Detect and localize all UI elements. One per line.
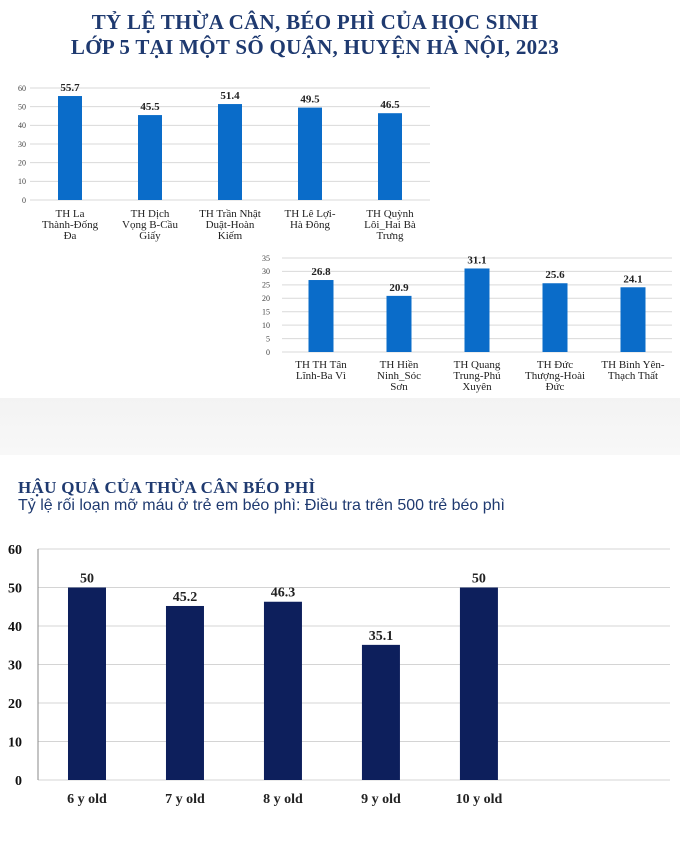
data-label: 49.5 — [300, 94, 320, 106]
data-label: 50 — [80, 572, 94, 587]
y-tick-label: 0 — [266, 348, 270, 357]
x-tick-label: 6 y old — [67, 792, 107, 807]
bar — [298, 107, 322, 200]
data-label: 51.4 — [220, 90, 240, 102]
data-label: 24.1 — [623, 273, 642, 285]
y-tick-label: 10 — [262, 321, 270, 330]
data-label: 46.5 — [380, 99, 400, 111]
data-label: 45.2 — [173, 590, 198, 605]
x-tick-label: TH Bình Yên- — [601, 359, 664, 371]
x-tick-label: TH Lê Lợi- — [284, 208, 335, 220]
section-title: HẬU QUẢ CỦA THỪA CÂN BÉO PHÌ — [18, 478, 316, 497]
y-tick-label: 10 — [18, 177, 26, 186]
y-tick-label: 60 — [18, 84, 26, 93]
page-title-line-1: TỶ LỆ THỪA CÂN, BÉO PHÌ CỦA HỌC SINH — [91, 10, 539, 34]
page-title: TỶ LỆ THỪA CÂN, BÉO PHÌ CỦA HỌC SINH LỚP… — [0, 10, 630, 60]
x-tick-label: 9 y old — [361, 792, 401, 807]
x-tick-label: Xuyên — [462, 381, 492, 393]
x-tick-label: TH Dịch — [131, 208, 170, 220]
y-tick-label: 15 — [262, 308, 270, 317]
x-tick-label: 7 y old — [165, 792, 205, 807]
y-tick-label: 20 — [262, 294, 270, 303]
bar — [263, 601, 302, 780]
x-tick-label: TH TH Tân — [295, 359, 347, 371]
bar — [58, 96, 82, 200]
y-tick-label: 35 — [262, 254, 270, 263]
bar — [165, 605, 204, 780]
x-tick-label: Ninh_Sóc — [377, 370, 421, 382]
data-label: 35.1 — [369, 629, 394, 644]
x-tick-label: Hà Đông — [290, 219, 331, 231]
y-tick-label: 30 — [18, 140, 26, 149]
bar — [459, 587, 498, 780]
page-title-line-2: LỚP 5 TẠI MỘT SỐ QUẬN, HUYỆN HÀ NỘI, 202… — [70, 35, 560, 59]
y-tick-label: 50 — [8, 581, 22, 596]
y-tick-label: 50 — [18, 102, 26, 111]
x-tick-label: Lĩnh-Ba Vì — [296, 370, 346, 382]
bar — [620, 287, 646, 352]
x-tick-label: Duật-Hoàn — [206, 219, 255, 231]
x-tick-label: TH Quang — [454, 359, 501, 371]
bar — [378, 113, 402, 200]
bar — [386, 295, 412, 352]
x-tick-label: Giấy — [139, 230, 161, 242]
data-label: 25.6 — [545, 269, 565, 281]
x-tick-label: Trung-Phú — [453, 370, 501, 382]
y-tick-label: 20 — [8, 697, 22, 712]
data-label: 31.1 — [467, 254, 486, 266]
x-tick-label: TH Đức — [537, 359, 573, 371]
bar — [218, 104, 242, 200]
y-tick-label: 20 — [18, 158, 26, 167]
y-tick-label: 0 — [22, 196, 26, 205]
x-tick-label: Đức — [546, 381, 565, 393]
x-tick-label: 8 y old — [263, 792, 303, 807]
x-tick-label: TH Quỳnh — [366, 208, 414, 220]
y-tick-label: 0 — [15, 774, 22, 789]
x-tick-label: 10 y old — [456, 792, 503, 807]
y-tick-label: 30 — [262, 267, 270, 276]
chart-bottom: 0 10 20 30 40 50 60 50 6 y old 45.2 7 y old 46.3 8 y… — [8, 543, 670, 807]
bar — [308, 280, 334, 352]
data-label: 46.3 — [271, 586, 296, 601]
x-tick-label: TH Trần Nhật — [199, 208, 261, 220]
x-tick-label: Thành-Đống — [42, 219, 99, 231]
x-tick-label: Thạch Thất — [608, 370, 658, 382]
data-label: 26.8 — [311, 266, 331, 278]
bar — [464, 268, 490, 352]
x-tick-label: Trưng — [377, 230, 404, 242]
y-tick-label: 40 — [18, 121, 26, 130]
data-label: 50 — [472, 572, 486, 587]
y-tick-label: 40 — [8, 620, 22, 635]
section-subtitle: Tỷ lệ rối loạn mỡ máu ở trẻ em béo phì: … — [18, 497, 505, 514]
x-tick-label: Kiếm — [218, 230, 243, 242]
bar — [138, 115, 162, 200]
bar — [361, 644, 400, 780]
x-tick-label: Sơn — [390, 381, 408, 393]
x-tick-label: TH La — [55, 208, 84, 220]
y-tick-label: 30 — [8, 658, 22, 673]
y-tick-label: 60 — [8, 543, 22, 558]
y-tick-label: 10 — [8, 735, 22, 750]
bar — [67, 587, 106, 780]
y-tick-label: 25 — [262, 281, 270, 290]
section-divider — [0, 398, 680, 455]
x-tick-label: Đa — [64, 230, 77, 242]
bar — [542, 283, 568, 352]
data-label: 55.7 — [60, 82, 80, 94]
x-tick-label: Vọng B-Cầu — [122, 219, 178, 231]
y-tick-label: 5 — [266, 334, 270, 343]
data-label: 20.9 — [389, 282, 409, 294]
x-tick-label: TH Hiền — [380, 359, 419, 371]
data-label: 45.5 — [140, 101, 160, 113]
x-tick-label: Thượng-Hoài — [525, 370, 585, 382]
x-tick-label: Lôi_Hai Bà — [364, 219, 416, 231]
